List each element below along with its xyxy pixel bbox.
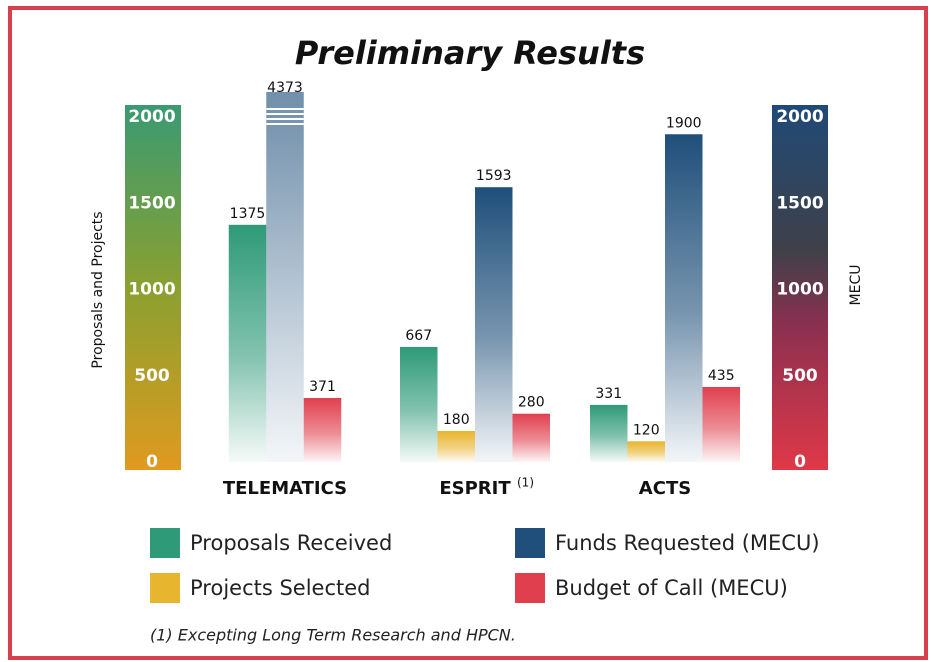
y-tick-label: 500 [134,366,170,386]
legend-label: Proposals Received [190,531,392,555]
footnote: (1) Excepting Long Term Research and HPC… [150,626,516,645]
value-label: 280 [518,395,545,411]
value-label: 1375 [230,206,266,222]
y-axis-band [125,105,181,470]
value-label: 371 [309,379,336,395]
value-label: 1593 [476,168,512,184]
bar [627,441,665,462]
bar [400,346,438,462]
frame [8,6,928,660]
y-tick-label: 1000 [128,280,175,300]
value-label: 180 [443,412,470,428]
y2-axis-label: MECU [848,265,864,306]
bar [437,430,475,462]
bar [702,386,740,462]
x-tick-label: TELEMATICS [223,478,347,499]
legend-swatch [150,573,180,603]
legend-swatch [515,573,545,603]
chart-title: Preliminary Results [295,34,645,72]
y2-axis-band [772,105,828,470]
value-label: 4373 [267,80,303,96]
y2-tick-label: 0 [794,452,806,472]
value-label: 331 [595,386,622,402]
bar [303,398,342,462]
value-label: 120 [633,422,660,438]
legend-label: Projects Selected [190,576,371,600]
bar [665,134,703,462]
bar [590,404,628,462]
value-label: 667 [405,328,432,344]
y-tick-label: 0 [146,452,158,472]
x-tick-label: ESPRIT [439,478,511,499]
y-tick-label: 1500 [128,193,175,213]
y2-tick-label: 2000 [776,107,823,127]
y2-tick-label: 1500 [776,193,823,213]
value-label: 1900 [666,115,702,131]
bar [228,224,267,462]
legend-swatch [515,528,545,558]
legend-label: Budget of Call (MECU) [555,576,788,600]
value-label: 435 [708,368,735,384]
y-tick-label: 2000 [128,107,175,127]
bar [266,92,304,463]
y2-tick-label: 500 [782,366,818,386]
y-axis-label: Proposals and Projects [90,211,106,368]
legend-label: Funds Requested (MECU) [555,531,820,555]
x-tick-label: ACTS [639,478,691,499]
category-note: (1) [517,476,534,490]
legend-swatch [150,528,180,558]
y2-tick-label: 1000 [776,280,823,300]
bar [475,187,513,462]
plot [228,92,740,463]
bar [512,413,550,462]
